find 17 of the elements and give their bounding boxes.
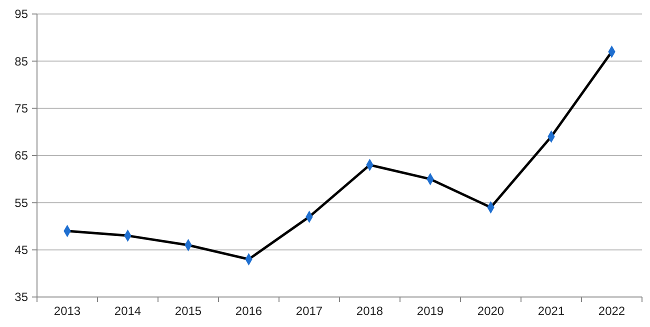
x-tick-label: 2019 (416, 304, 444, 318)
x-tick-label: 2015 (174, 304, 202, 318)
x-tick-label: 2018 (356, 304, 384, 318)
x-tick-label: 2020 (477, 304, 504, 318)
x-tick-label: 2022 (598, 304, 626, 318)
y-tick-label: 75 (14, 102, 28, 116)
x-tick-label: 2014 (114, 304, 142, 318)
y-tick-label: 35 (14, 290, 28, 304)
y-tick-label: 65 (14, 148, 28, 163)
x-tick-label: 2017 (296, 304, 323, 318)
x-tick-label: 2021 (538, 304, 565, 318)
y-tick-label: 45 (14, 243, 28, 258)
y-tick-label: 95 (14, 7, 28, 22)
x-tick-label: 2013 (54, 304, 81, 318)
x-tick-label: 2016 (235, 304, 262, 318)
y-tick-label: 55 (14, 196, 28, 210)
y-tick-label: 85 (14, 54, 28, 68)
